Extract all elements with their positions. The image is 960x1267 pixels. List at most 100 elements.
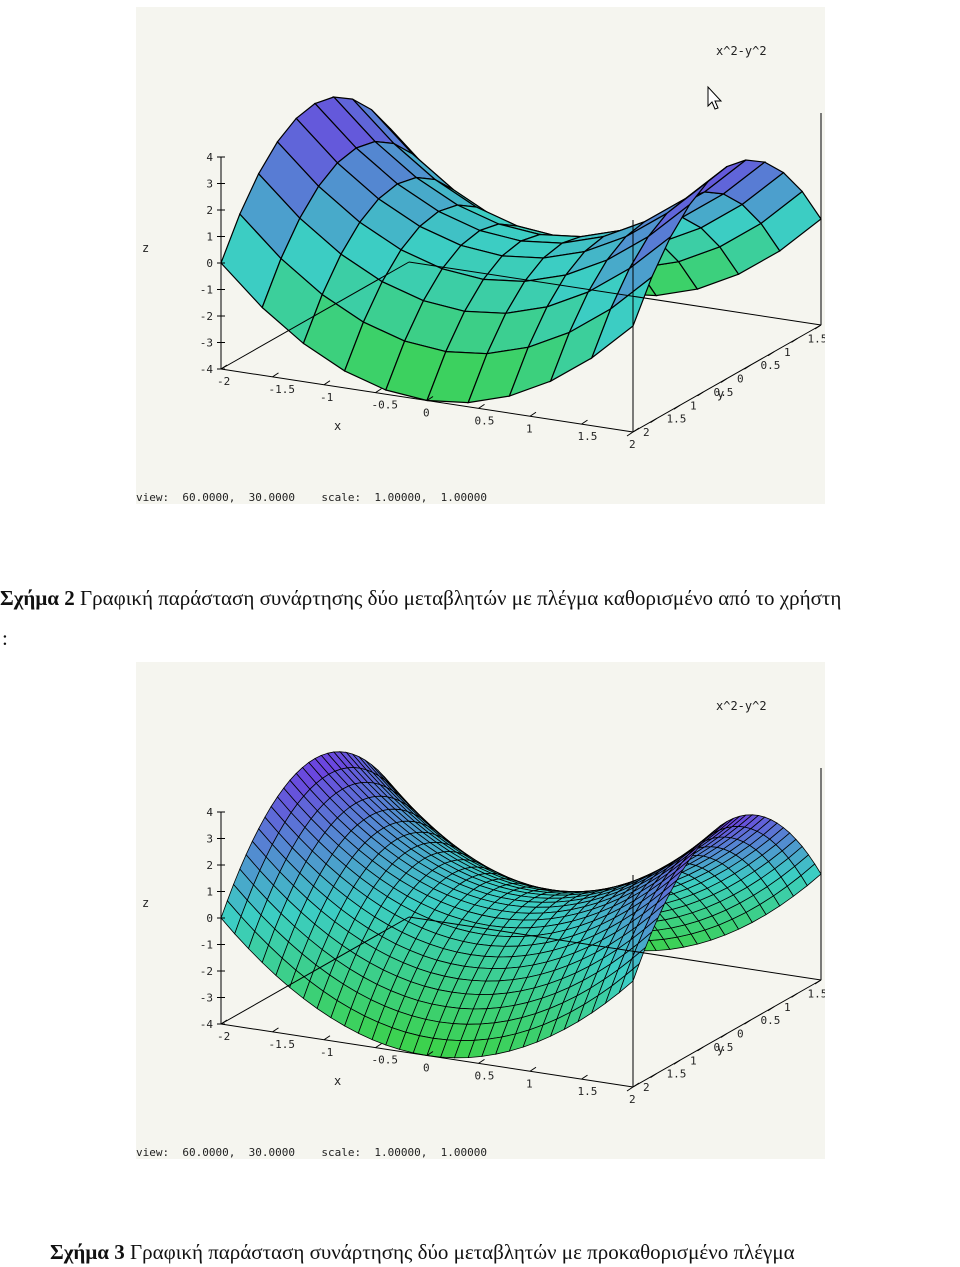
- back-floor-edge: [220, 261, 410, 370]
- y-tick-label: 0: [737, 373, 744, 386]
- z-tick-label: -3: [200, 992, 213, 1005]
- y-tick: [626, 431, 634, 437]
- y-tick-label: 0: [737, 1028, 744, 1041]
- x-tick: [529, 1066, 537, 1072]
- x-tick-label: 1.5: [578, 1085, 598, 1098]
- figure-2-caption: Σχήμα 2 Γραφική παράσταση συνάρτησης δύο…: [0, 586, 841, 611]
- x-tick: [529, 411, 537, 417]
- y-tick-label: 1: [690, 399, 697, 412]
- plot-axes: 43210-1-2-3-4-2-1.5-1-0.500.511.5221.510…: [200, 768, 825, 1106]
- x-tick-label: -0.5: [372, 1054, 399, 1067]
- z-tick-label: -1: [200, 939, 213, 952]
- x-tick: [272, 372, 279, 378]
- x-tick: [632, 1082, 640, 1088]
- x-tick-label: -0.5: [372, 399, 399, 412]
- view-status-text: view: 60.0000, 30.0000 scale: 1.00000, 1…: [136, 491, 487, 504]
- x-tick-label: 2: [629, 438, 636, 451]
- z-tick-label: -4: [200, 363, 214, 376]
- x-tick-label: 1: [526, 422, 533, 435]
- y-tick: [697, 391, 704, 397]
- y-tick-label: 1.5: [808, 987, 826, 1000]
- x-tick-label: 1: [526, 1077, 533, 1090]
- x-tick-label: 0: [423, 1062, 430, 1075]
- y-tick: [814, 324, 822, 330]
- x-tick-label: -1: [320, 1046, 333, 1059]
- y-tick: [767, 351, 775, 357]
- mouse-pointer-icon: [707, 85, 723, 110]
- y-tick: [791, 337, 798, 343]
- view-status-text: view: 60.0000, 30.0000 scale: 1.00000, 1…: [136, 1146, 487, 1159]
- y-tick: [626, 1086, 634, 1092]
- figure-3-caption-label: Σχήμα 3: [50, 1240, 125, 1264]
- y-tick-label: 1.5: [667, 413, 687, 426]
- x-tick: [581, 419, 588, 425]
- figure-2-caption-label: Σχήμα 2: [0, 586, 75, 610]
- y-axis-label: y: [717, 387, 724, 401]
- x-tick: [220, 1019, 228, 1025]
- z-tick-label: 1: [206, 231, 213, 244]
- y-tick-label: 0.5: [761, 359, 781, 372]
- x-axis-label: x: [334, 1074, 341, 1088]
- legend-label: x^2-y^2: [716, 699, 767, 713]
- z-axis-label: z: [142, 896, 149, 910]
- z-tick-label: 0: [206, 257, 213, 270]
- legend-label: x^2-y^2: [716, 44, 767, 58]
- y-tick: [720, 1033, 728, 1038]
- z-tick-label: 3: [206, 833, 213, 846]
- z-tick-label: 0: [206, 912, 213, 925]
- z-tick-label: 3: [206, 178, 213, 191]
- surface-plot-1: 4 3 2 1 0 -1 -2 -3 -4 -2 -1.5 -1 -0.5 0 0.5 1 1.5 2 2 1.5 1 0…: [136, 7, 825, 504]
- y-tick: [697, 1046, 704, 1052]
- y-tick: [814, 979, 822, 985]
- figure-3-caption: Σχήμα 3 Γραφική παράσταση συνάρτησης δύο…: [50, 1240, 795, 1265]
- z-tick-label: -3: [200, 337, 213, 350]
- y-tick-label: 1.5: [808, 332, 826, 345]
- z-tick-label: 2: [206, 859, 213, 872]
- y-tick: [720, 378, 728, 383]
- x-tick-label: -2: [217, 375, 230, 388]
- back-floor-edge: [408, 261, 822, 326]
- z-tick-label: -1: [200, 284, 213, 297]
- surface-plot-2: 4 3 2 1 0 -1 -2 -3 -4 -2 -1.5 -1 -0.5 0 0.5 1 1.5 2 2 1.5 1 0…: [136, 662, 825, 1159]
- x-tick: [220, 364, 228, 370]
- z-tick-label: -2: [200, 310, 213, 323]
- x-tick: [632, 427, 640, 433]
- back-floor-edge: [408, 916, 822, 981]
- x-tick-label: 0.5: [475, 414, 495, 427]
- y-tick-label: 1: [784, 1001, 791, 1014]
- x-tick: [375, 1043, 382, 1049]
- x-axis-label: x: [334, 419, 341, 433]
- x-tick: [323, 380, 331, 386]
- z-tick-label: 4: [206, 806, 213, 819]
- surface-mesh: [220, 96, 822, 404]
- x-tick: [426, 396, 434, 401]
- x-tick-label: 2: [629, 1093, 636, 1106]
- z-tick-label: 1: [206, 886, 213, 899]
- y-tick: [791, 992, 798, 998]
- y-tick-label: 1: [784, 346, 791, 359]
- y-tick: [650, 418, 657, 424]
- x-tick-label: -1.5: [269, 1038, 296, 1051]
- surface-mesh: [220, 751, 822, 1059]
- x-tick-label: 1.5: [578, 430, 598, 443]
- y-tick-label: 0.5: [761, 1014, 781, 1027]
- x-tick: [478, 1058, 485, 1064]
- caption-colon: :: [2, 626, 8, 650]
- surface-plot-svg-2: 43210-1-2-3-4-2-1.5-1-0.500.511.5221.510…: [136, 699, 825, 1159]
- y-tick-label: 0.5: [714, 386, 734, 399]
- y-tick: [744, 1019, 751, 1025]
- y-tick-label: 2: [643, 426, 650, 439]
- back-floor-edge: [220, 916, 410, 1025]
- x-tick-label: -1.5: [269, 383, 296, 396]
- y-axis-label: y: [717, 1042, 724, 1056]
- y-tick: [673, 404, 681, 410]
- x-tick-label: 0.5: [475, 1069, 495, 1082]
- x-tick: [478, 403, 485, 409]
- x-tick: [323, 1035, 331, 1041]
- x-tick-label: -1: [320, 391, 333, 404]
- x-tick: [272, 1027, 279, 1033]
- surface-patch: [618, 962, 641, 994]
- z-tick-label: -4: [200, 1018, 214, 1031]
- x-tick: [581, 1074, 588, 1080]
- y-tick-label: 1.5: [667, 1068, 687, 1081]
